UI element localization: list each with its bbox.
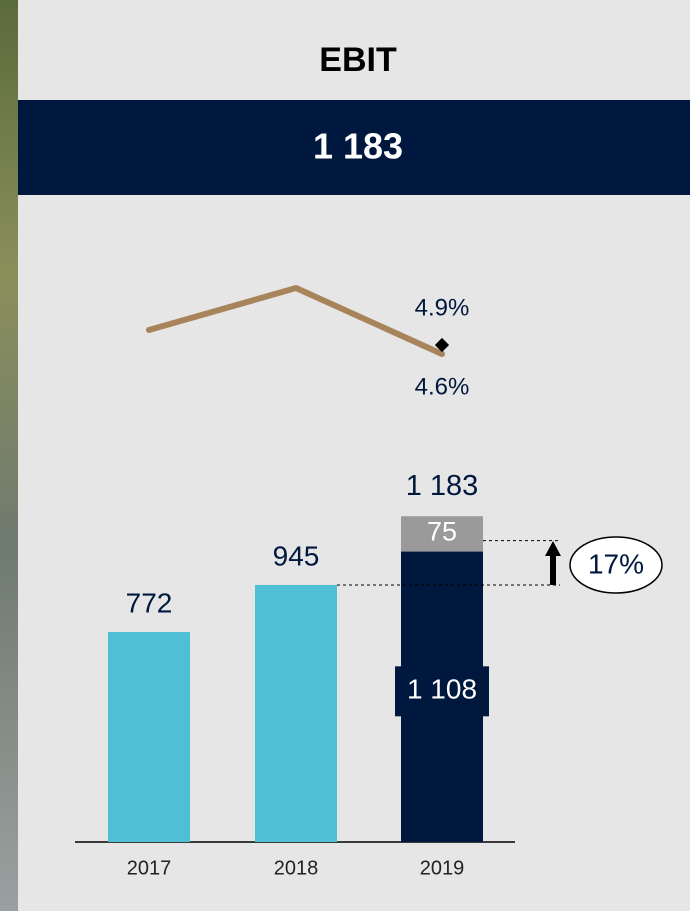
bar-value-label: 1 108 [407,674,477,705]
target-label: 4.9% [415,294,470,321]
page: EBIT 1 183 17% 2017 772 2018 945 2019 75 1 108… [0,0,690,911]
bar-value-label: 945 [273,540,320,571]
x-tick-label: 2019 [420,857,465,879]
headline-value: 1 183 [313,126,403,167]
total-label: 1 183 [406,470,479,502]
segment-label: 75 [427,517,457,547]
line-value-label: 4.6% [415,373,470,400]
x-tick-label: 2018 [274,857,319,879]
screen: EBIT 1 183 17% 2017 772 2018 945 2019 75 1 108… [0,0,690,911]
growth-label: 17% [588,548,644,579]
bar [108,632,190,842]
bar [255,585,337,842]
bar-value-label: 772 [126,587,173,618]
x-tick-label: 2017 [127,857,172,879]
title: EBIT [319,41,397,79]
